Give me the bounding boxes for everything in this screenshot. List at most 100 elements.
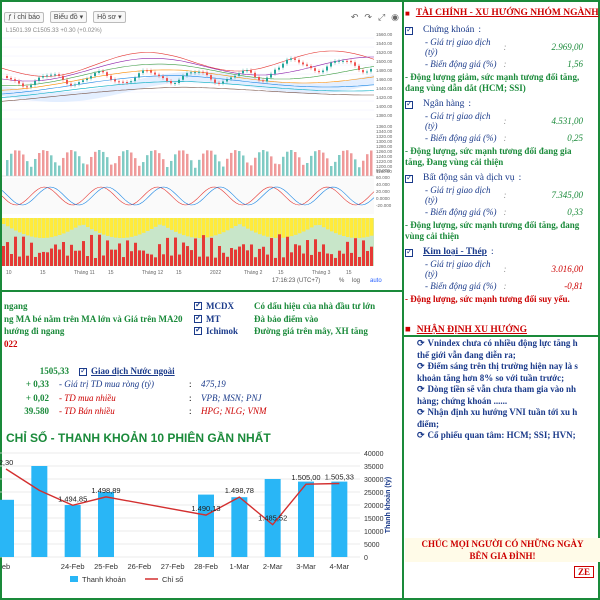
volume-bar (118, 156, 121, 176)
sector-panel: ■TÀI CHÍNH - XU HƯỚNG NHÓM NGÀNH Chứng k… (405, 4, 600, 442)
scale-auto-toggle[interactable]: auto (370, 278, 382, 284)
volume-bar (114, 163, 117, 176)
candle (186, 73, 188, 76)
mcdx-bar (370, 246, 373, 266)
candle (202, 71, 204, 73)
mcdx-bar (102, 255, 105, 266)
category-label: 26-Feb (127, 562, 151, 571)
row-label: - TD mua nhiều (59, 392, 116, 403)
mcdx-bar (346, 241, 349, 266)
mcdx-bar (74, 250, 77, 266)
mcdx-bar (78, 250, 81, 266)
checkbox-icon (405, 173, 413, 183)
candle (66, 79, 68, 84)
candle (242, 70, 244, 74)
volume-tick: 1240.00 (376, 154, 393, 159)
sector-trade-value: 4.531,00 (551, 115, 584, 126)
candle (302, 62, 304, 65)
candle (158, 74, 160, 77)
volume-bar (270, 156, 273, 176)
candle (166, 78, 168, 81)
candle (198, 71, 200, 73)
index-row: 39.580 - TD Bán nhiều : HPG; NLG; VNM (4, 405, 400, 419)
svg-text:Thanh khoản: Thanh khoản (82, 575, 126, 584)
camera-icon[interactable]: ◉ (391, 11, 399, 22)
mcdx-bar (214, 257, 217, 266)
mcdx-bar (366, 251, 369, 266)
volume-bar (254, 157, 257, 176)
candle (338, 60, 340, 62)
signal-left: ngang (4, 301, 28, 312)
candle (82, 80, 84, 82)
y2-tick: 5000 (364, 542, 380, 549)
volume-bar (262, 150, 265, 176)
y2-tick: 15000 (364, 516, 384, 523)
profile-button[interactable]: Hồ sơ ▾ (93, 11, 126, 23)
mcdx-bar (34, 256, 37, 266)
category-label: 24-Feb (61, 562, 85, 571)
fullscreen-icon[interactable]: ⤢ (377, 11, 386, 22)
bullet-icon: ⟳ (417, 407, 425, 417)
date-tick: 15 (346, 270, 352, 276)
checkbox-icon (194, 313, 202, 323)
volume-bar (126, 150, 129, 176)
sector-header: Chứng khoán: (405, 22, 600, 38)
divider-horizontal-right (403, 335, 600, 337)
chart-timestamp: 17:16:23 (UTC+7) (272, 278, 321, 284)
sector-description: - Động lượng, sức mạnh tương đối suy yếu… (405, 294, 570, 304)
volume-bar (22, 154, 25, 176)
candle (258, 76, 260, 81)
sector-header: Ngân hàng: (405, 96, 600, 112)
volume-bar (306, 163, 309, 176)
mcdx-bar (166, 237, 169, 266)
candle (294, 58, 296, 60)
candle (362, 70, 364, 73)
y2-tick: 40000 (364, 451, 384, 458)
checkbox-icon (405, 247, 413, 257)
zalo-badge[interactable]: ZE (574, 566, 595, 578)
volume-bar (38, 153, 41, 176)
candle (206, 72, 208, 76)
row-value: VPB; MSN; PNJ (201, 392, 262, 403)
volume-bar (282, 156, 285, 176)
row-value: HPG; NLG; VNM (201, 406, 267, 417)
volume-bar (34, 158, 37, 176)
mcdx-bar (270, 238, 273, 266)
candle (326, 66, 328, 71)
candle (94, 73, 96, 77)
liquidity-bar (0, 499, 14, 557)
volume-bar (30, 166, 33, 176)
mcdx-bar (22, 236, 25, 266)
mcdx-bar (38, 252, 41, 266)
line-value-label: 1.498,78 (225, 486, 254, 495)
technical-chart[interactable]: 1560.00 1540.00 1520.00 1500.00 1480.00 1460.… (2, 26, 400, 288)
volume-bar (162, 159, 165, 176)
signal-row: 022 (4, 338, 400, 351)
scale-log-toggle[interactable]: log (352, 278, 361, 284)
date-tick: 15 (278, 270, 284, 276)
candle (238, 73, 240, 76)
volume-tick: 1300.00 (376, 139, 393, 144)
sector-block: Bất động sản và dịch vụ: - Giá trị giao … (405, 170, 600, 244)
undo-icon[interactable]: ↶ (350, 11, 359, 22)
volume-bar (6, 160, 9, 176)
candle (14, 79, 16, 81)
scale-percent-toggle[interactable]: % (339, 278, 345, 284)
bullet-icon: ⟳ (417, 338, 425, 348)
templates-button[interactable]: Biểu đồ ▾ (49, 11, 88, 23)
candle (210, 75, 212, 80)
sector-name: Kim loại - Thép (423, 247, 487, 257)
indicator-button[interactable]: ƒ ỉ chỉ báo (4, 11, 44, 23)
volume-tick: 1320.00 (376, 134, 393, 139)
category-label: 1-Mar (230, 562, 250, 571)
mcdx-bar (338, 250, 341, 266)
candle (370, 68, 372, 72)
mcdx-bar (294, 244, 297, 266)
mcdx-bar (142, 250, 145, 266)
bottom-chart-title: CHỈ SỐ - THANH KHOẢN 10 PHIÊN GẦN NHẤT (6, 431, 271, 445)
candle (106, 72, 108, 76)
bullet-icon: ⟳ (417, 384, 425, 394)
mcdx-bar (310, 254, 313, 266)
redo-icon[interactable]: ↷ (364, 11, 372, 22)
report-date: 022 (4, 338, 18, 349)
